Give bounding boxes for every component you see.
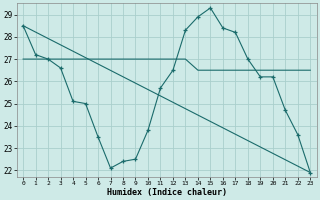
X-axis label: Humidex (Indice chaleur): Humidex (Indice chaleur) <box>107 188 227 197</box>
